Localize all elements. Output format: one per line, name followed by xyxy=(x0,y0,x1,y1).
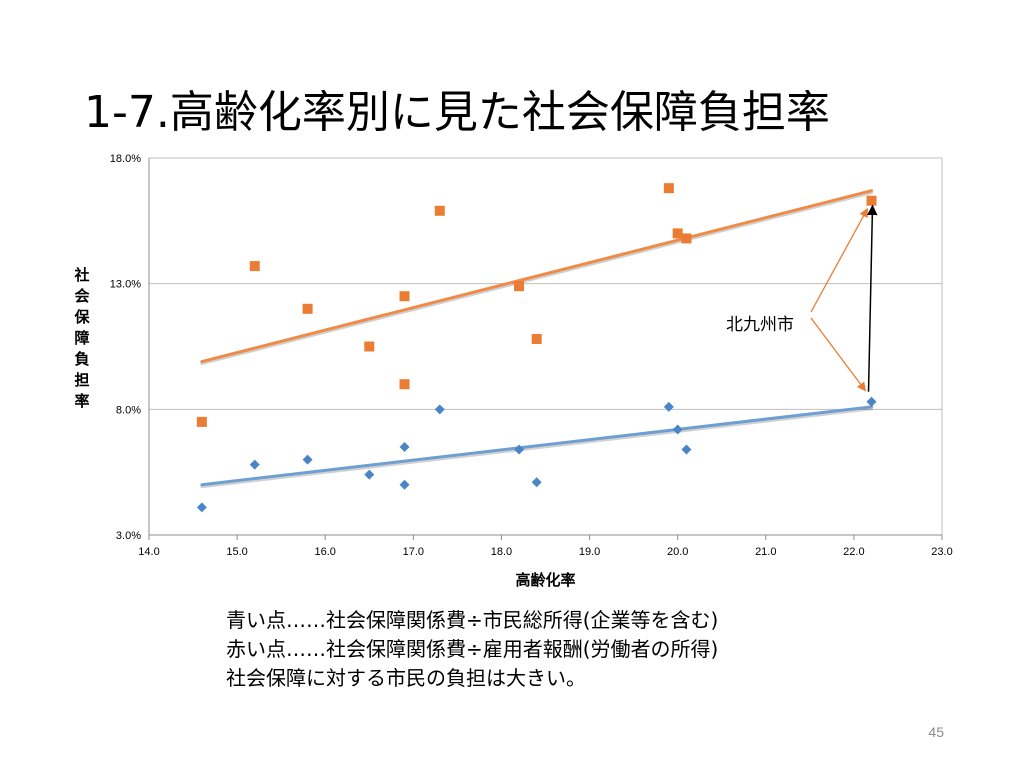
y-tick-label: 3.0% xyxy=(116,530,141,542)
x-tick-label: 16.0 xyxy=(315,546,336,558)
trendlines xyxy=(200,189,874,489)
data-point-blue xyxy=(249,459,260,470)
data-point-orange xyxy=(399,379,410,390)
data-point-orange xyxy=(672,228,683,239)
x-tick-label: 22.0 xyxy=(843,546,864,558)
annotation-arrow-lower xyxy=(810,317,867,392)
data-point-orange xyxy=(302,303,313,314)
data-point-blue xyxy=(681,444,692,455)
data-point-blue xyxy=(672,424,683,435)
page-number: 45 xyxy=(928,724,944,740)
data-point-orange xyxy=(531,333,542,344)
data-point-orange xyxy=(866,195,877,206)
caption: 青い点……社会保障関係費÷市民総所得(企業等を含む) 赤い点……社会保障関係費÷… xyxy=(226,606,718,693)
data-point-orange xyxy=(249,261,260,272)
y-tick-label: 13.0% xyxy=(110,279,141,291)
data-point-orange xyxy=(399,291,410,302)
trendline-shadow xyxy=(200,407,874,489)
trendline-shadow xyxy=(200,191,874,366)
data-point-orange xyxy=(514,281,525,292)
x-tick-label: 21.0 xyxy=(755,546,776,558)
x-axis-title: 高齢化率 xyxy=(515,571,575,589)
x-tick-label: 19.0 xyxy=(579,546,600,558)
x-tick-label: 20.0 xyxy=(667,546,688,558)
y-tick-label: 18.0% xyxy=(110,153,141,165)
data-points xyxy=(196,183,877,513)
y-tick-label: 8.0% xyxy=(116,404,141,416)
data-point-blue xyxy=(434,404,445,415)
data-point-orange xyxy=(434,205,445,216)
data-point-orange xyxy=(364,341,375,352)
data-point-blue xyxy=(364,469,375,480)
y-axis-title: 社会保障負担率 xyxy=(73,266,90,410)
annotation-label: 北九州市 xyxy=(726,315,794,334)
caption-line-red: 赤い点……社会保障関係費÷雇用者報酬(労働者の所得) xyxy=(226,637,719,661)
data-point-blue xyxy=(399,442,410,453)
annotation: 北九州市 xyxy=(726,204,878,392)
x-tick-label: 14.0 xyxy=(138,546,159,558)
x-tick-label: 23.0 xyxy=(931,546,952,558)
slide-title: 1-7.高齢化率別に見た社会保障負担率 xyxy=(84,87,830,138)
data-point-blue xyxy=(663,401,674,412)
data-point-orange xyxy=(196,416,207,427)
data-point-blue xyxy=(302,454,313,465)
caption-line-conclusion: 社会保障に対する市民の負担は大きい。 xyxy=(226,666,586,690)
data-point-blue xyxy=(399,479,410,490)
trendline-orange xyxy=(200,189,874,364)
scatter-chart: 3.0% 8.0% 13.0% 18.0% 14.0 15.0 16.0 17.0 18.0 19… xyxy=(73,153,952,589)
x-tick-label: 18.0 xyxy=(491,546,512,558)
data-point-blue xyxy=(531,477,542,488)
data-point-blue xyxy=(514,444,525,455)
data-point-orange xyxy=(663,183,674,194)
annotation-arrow-vertical xyxy=(867,204,878,392)
data-point-blue xyxy=(196,502,207,513)
trendline-blue xyxy=(200,405,874,487)
annotation-arrow-upper xyxy=(810,207,869,313)
x-tick-label: 15.0 xyxy=(226,546,247,558)
caption-line-blue: 青い点……社会保障関係費÷市民総所得(企業等を含む) xyxy=(226,608,719,632)
data-point-orange xyxy=(681,233,692,244)
data-point-blue xyxy=(866,396,877,407)
x-tick-label: 17.0 xyxy=(403,546,424,558)
axes: 3.0% 8.0% 13.0% 18.0% 14.0 15.0 16.0 17.0 18.0 19… xyxy=(73,153,952,589)
